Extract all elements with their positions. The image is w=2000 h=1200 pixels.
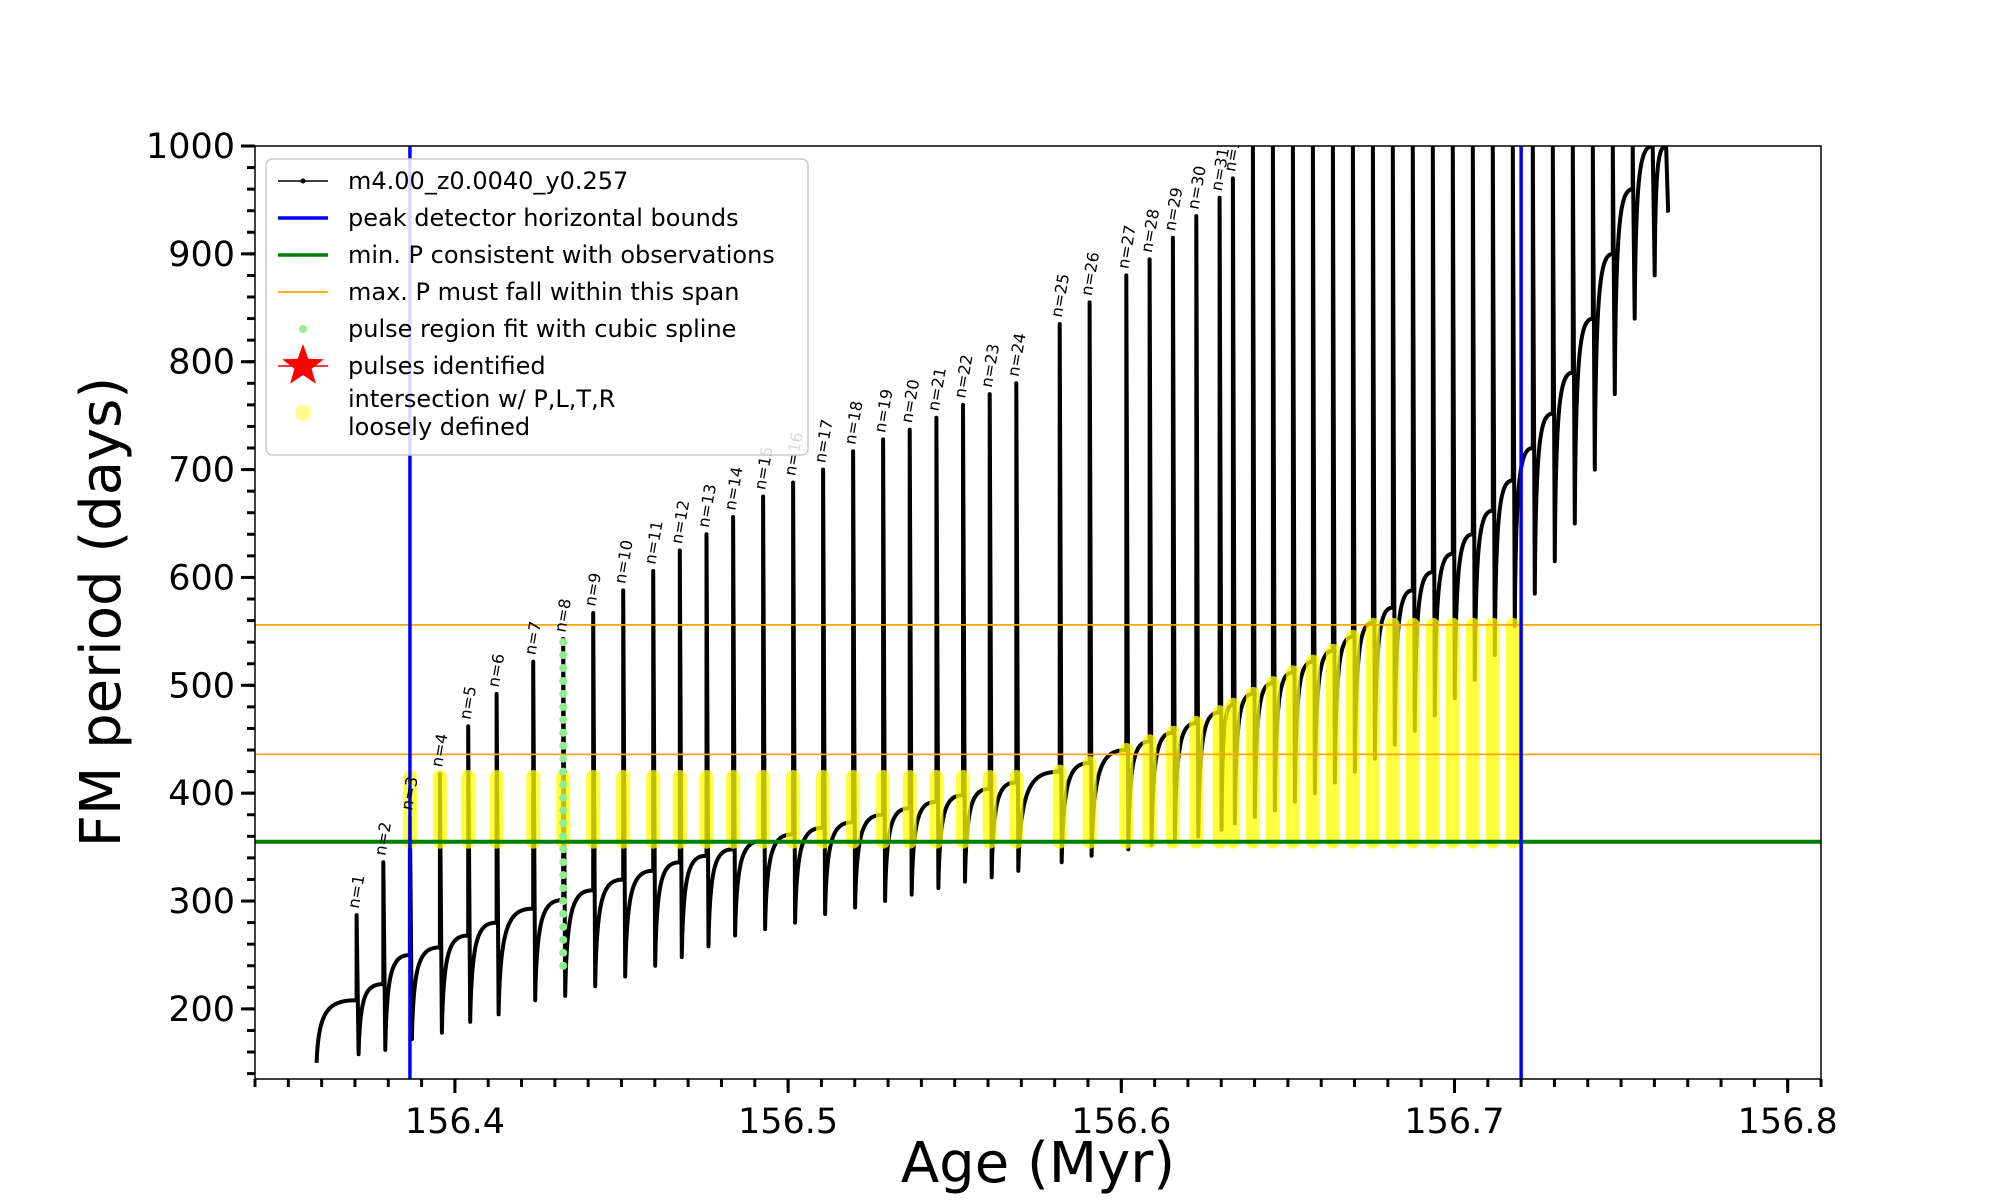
spline-fit-point: [559, 845, 568, 854]
plot-frame: [254, 145, 1822, 1080]
legend-label: peak detector horizontal bounds: [348, 204, 739, 232]
y-tick-label: 400: [168, 774, 235, 814]
spline-fit-point: [559, 754, 568, 763]
spline-fit-point: [559, 715, 568, 724]
spline-fit-point: [559, 897, 568, 906]
x-tick-label: 156.8: [1738, 1102, 1838, 1142]
legend-label: intersection w/ P,L,T,R: [348, 385, 615, 413]
legend-handle-circle: [295, 405, 311, 421]
legend-label: pulse region fit with cubic spline: [348, 315, 736, 343]
spline-fit-point: [559, 793, 568, 802]
legend-label: max. P must fall within this span: [348, 278, 739, 306]
y-tick-label: 500: [168, 666, 235, 706]
y-tick-label: 800: [168, 343, 235, 383]
y-tick-label: 200: [168, 990, 235, 1030]
x-tick-label: 156.5: [738, 1102, 838, 1142]
spline-fit-point: [559, 689, 568, 698]
spline-fit-point: [559, 922, 568, 931]
y-axis-title: FM period (days): [69, 377, 134, 847]
spline-fit-point: [559, 858, 568, 867]
y-tick-label: 300: [168, 882, 235, 922]
legend-label: m4.00_z0.0040_y0.257: [348, 167, 628, 195]
legend-handle-dot: [299, 325, 307, 333]
spline-fit-point: [559, 676, 568, 685]
spline-fit-point: [559, 819, 568, 828]
legend-label: pulses identified: [348, 352, 546, 380]
y-tick-label: 700: [168, 451, 235, 491]
spline-fit-point: [559, 909, 568, 918]
spline-fit-point: [559, 961, 568, 970]
spline-fit-point: [559, 871, 568, 880]
legend-handle-track-marker: [300, 178, 306, 184]
plot-area: n=1n=2n=3n=4n=5n=6n=7n=8n=9n=10 n=11 n=12 n…: [255, 146, 1821, 1079]
axes: 156.4 156.5 156.6 156.7 156.8 200 300 400 500 600…: [146, 127, 1838, 1142]
spline-fit-point: [559, 702, 568, 711]
legend-handle-star: [282, 344, 324, 384]
spline-fit-point: [559, 638, 568, 647]
spline-fit-point: [559, 780, 568, 789]
spline-fit-point: [559, 948, 568, 957]
spline-fit-point: [559, 651, 568, 660]
spline-fit-point: [559, 806, 568, 815]
legend-label: min. P consistent with observations: [348, 241, 775, 269]
spline-fit-point: [559, 935, 568, 944]
x-tick-label: 156.7: [1404, 1102, 1504, 1142]
spline-fit-point: [559, 741, 568, 750]
y-tick-label: 900: [168, 235, 235, 275]
x-axis-title: Age (Myr): [901, 1131, 1175, 1196]
x-tick-label: 156.4: [405, 1102, 505, 1142]
spline-fit-point: [559, 832, 568, 841]
legend-label: loosely defined: [348, 413, 530, 441]
spline-fit-point: [559, 884, 568, 893]
spline-fit-point: [559, 728, 568, 737]
spline-fit-point: [559, 767, 568, 776]
x-tick-label: 156.6: [1071, 1102, 1171, 1142]
y-tick-label: 600: [168, 558, 235, 598]
legend-box: [265, 158, 809, 456]
spline-fit-point: [559, 664, 568, 673]
y-tick-label: 1000: [146, 127, 235, 167]
